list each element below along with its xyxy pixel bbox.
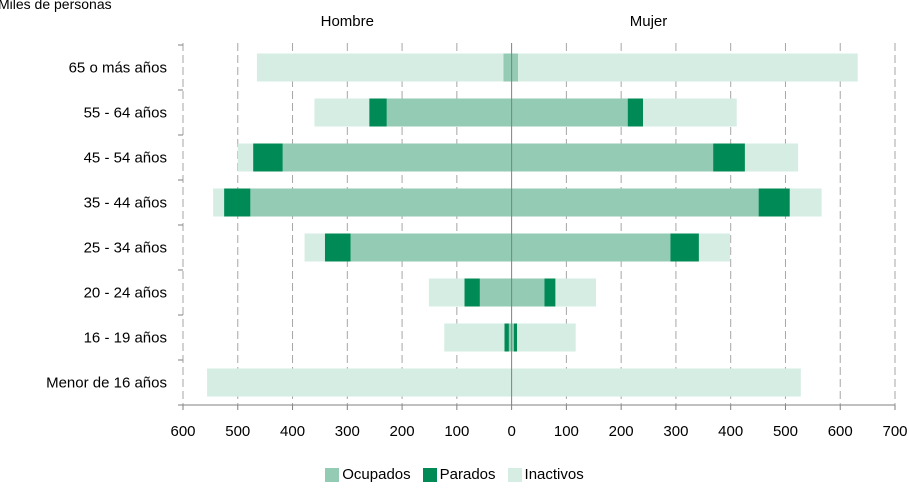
bar-mujer-parados <box>713 143 745 172</box>
side-label-hombre: Hombre <box>321 13 374 30</box>
bar-hombre-parados <box>369 98 387 127</box>
bar-mujer-ocupados <box>511 143 714 172</box>
bar-hombre-ocupados <box>386 98 512 127</box>
legend-swatch-ocupados <box>325 467 340 482</box>
x-tick-label: 700 <box>882 423 907 440</box>
legend-item-inactivos: Inactivos <box>507 466 584 483</box>
x-tick-label: 300 <box>663 423 688 440</box>
bar-hombre-parados <box>224 188 251 217</box>
category-label: 55 - 64 años <box>84 105 167 122</box>
bar-mujer-inactivos <box>698 233 731 262</box>
bar-hombre-inactivos <box>207 368 512 397</box>
x-tick-label: 100 <box>554 423 579 440</box>
category-label: 25 - 34 años <box>84 240 167 257</box>
bar-mujer-inactivos <box>789 188 822 217</box>
legend-label-parados: Parados <box>439 466 496 483</box>
bar-mujer-parados <box>627 98 644 127</box>
x-tick-label: 100 <box>444 423 469 440</box>
bar-hombre-ocupados <box>503 53 512 82</box>
bar-hombre-parados <box>504 323 509 352</box>
x-tick-label: 400 <box>718 423 743 440</box>
legend-swatch-inactivos <box>507 467 522 482</box>
bar-mujer-inactivos <box>518 53 858 82</box>
bar-hombre-ocupados <box>508 323 512 352</box>
bar-hombre-inactivos <box>428 278 465 307</box>
bar-hombre-parados <box>324 233 351 262</box>
legend-label-inactivos: Inactivos <box>524 466 584 483</box>
category-label: 35 - 44 años <box>84 195 167 212</box>
bar-mujer-parados <box>670 233 699 262</box>
bar-mujer-parados <box>544 278 556 307</box>
x-tick-label: 0 <box>507 423 515 440</box>
bar-mujer-parados <box>513 323 518 352</box>
legend-item-ocupados: Ocupados <box>325 466 411 483</box>
x-tick-label: 300 <box>335 423 360 440</box>
category-label: 65 o más años <box>69 60 167 77</box>
bar-mujer-ocupados <box>511 233 671 262</box>
side-label-mujer: Mujer <box>630 13 668 30</box>
unit-label: Miles de personas <box>0 0 112 12</box>
legend: Ocupados Parados Inactivos <box>0 466 909 483</box>
category-label: 45 - 54 años <box>84 150 167 167</box>
bar-hombre-ocupados <box>479 278 512 307</box>
bar-hombre-ocupados <box>250 188 512 217</box>
bar-hombre-parados <box>464 278 480 307</box>
x-tick-label: 200 <box>609 423 634 440</box>
bar-hombre-inactivos <box>237 143 254 172</box>
x-tick-label: 600 <box>828 423 853 440</box>
bar-mujer-ocupados <box>511 188 759 217</box>
x-tick-label: 500 <box>225 423 250 440</box>
bar-mujer-ocupados <box>511 98 628 127</box>
bar-mujer-inactivos <box>744 143 799 172</box>
bar-hombre-parados <box>253 143 283 172</box>
bar-hombre-inactivos <box>444 323 505 352</box>
x-tick-label: 600 <box>170 423 195 440</box>
bar-hombre-inactivos <box>304 233 325 262</box>
legend-item-parados: Parados <box>422 466 496 483</box>
bar-mujer-inactivos <box>517 323 576 352</box>
legend-swatch-parados <box>422 467 437 482</box>
category-label: Menor de 16 años <box>46 375 167 392</box>
bar-hombre-inactivos <box>314 98 370 127</box>
x-tick-label: 200 <box>390 423 415 440</box>
bar-mujer-inactivos <box>555 278 596 307</box>
population-pyramid-chart: Hombre Mujer 65 o más años 55 - 64 años 45 -… <box>46 13 907 440</box>
bar-mujer-inactivos <box>643 98 737 127</box>
bar-hombre-ocupados <box>350 233 512 262</box>
category-label: 20 - 24 años <box>84 285 167 302</box>
bar-hombre-ocupados <box>282 143 512 172</box>
x-tick-label: 400 <box>280 423 305 440</box>
bar-mujer-ocupados <box>511 323 514 352</box>
bar-mujer-parados <box>758 188 790 217</box>
x-tick-label: 500 <box>773 423 798 440</box>
bar-mujer-ocupados <box>511 53 519 82</box>
bar-hombre-inactivos <box>256 53 504 82</box>
bar-mujer-ocupados <box>511 278 545 307</box>
category-label: 16 - 19 años <box>84 330 167 347</box>
legend-label-ocupados: Ocupados <box>342 466 411 483</box>
bar-hombre-inactivos <box>213 188 225 217</box>
bar-mujer-inactivos <box>511 368 801 397</box>
